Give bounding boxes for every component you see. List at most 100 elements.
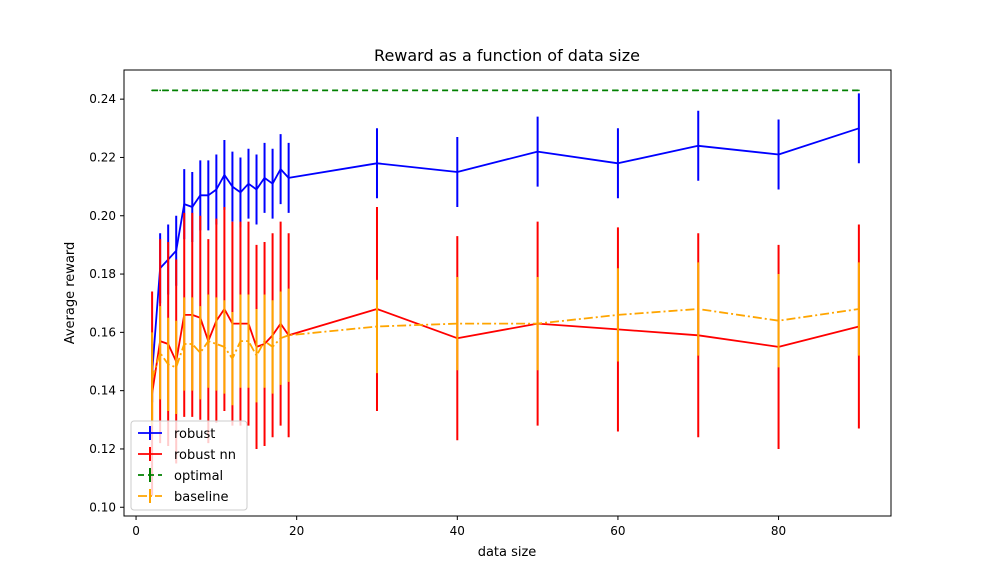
y-tick-label: 0.20 — [89, 209, 116, 223]
legend-label: baseline — [174, 490, 228, 505]
legend: robust robust nn optimal baseline — [130, 420, 248, 511]
series-baseline — [151, 262, 860, 426]
x-axis: 0 20 40 60 80 — [132, 516, 786, 538]
data-point — [777, 319, 780, 322]
data-point — [167, 89, 170, 92]
data-point — [857, 127, 860, 130]
data-point — [191, 206, 194, 208]
data-point — [199, 194, 202, 197]
data-point — [223, 346, 226, 348]
data-point — [247, 89, 250, 92]
legend-item: robust nn — [138, 447, 236, 463]
x-axis-label: data size — [478, 545, 537, 560]
y-tick-label: 0.16 — [89, 325, 116, 339]
data-point — [199, 351, 202, 354]
data-point — [376, 89, 378, 92]
data-point — [271, 89, 274, 92]
y-tick-label: 0.14 — [89, 384, 116, 398]
data-point — [247, 340, 250, 342]
data-point — [376, 162, 378, 165]
data-point — [271, 346, 274, 348]
data-point — [279, 168, 282, 171]
x-tick-label: 20 — [289, 524, 304, 538]
data-point — [175, 249, 178, 252]
data-point — [279, 89, 282, 92]
legend-box — [130, 420, 248, 511]
legend-label: robust — [174, 427, 215, 442]
data-point — [151, 378, 154, 380]
data-point — [199, 89, 202, 92]
data-point — [271, 182, 274, 185]
data-point — [777, 89, 780, 92]
data-point — [215, 188, 218, 191]
data-point — [456, 322, 459, 325]
data-point — [263, 89, 266, 92]
data-point — [456, 171, 459, 173]
data-point — [183, 89, 186, 92]
x-tick-label: 80 — [771, 524, 786, 538]
data-point — [239, 89, 242, 92]
data-point — [223, 174, 226, 176]
data-point — [255, 188, 258, 191]
series-line — [151, 127, 860, 374]
data-point — [231, 357, 234, 360]
x-tick-label: 40 — [450, 524, 465, 538]
legend-item: robust — [138, 426, 215, 442]
data-point — [151, 89, 154, 92]
series-optimal — [151, 89, 860, 92]
legend-item: baseline — [138, 489, 228, 505]
data-point — [255, 89, 258, 92]
axes-frame — [123, 69, 892, 517]
y-tick-label: 0.18 — [89, 267, 116, 281]
data-point — [617, 313, 619, 316]
data-point — [536, 89, 539, 92]
data-point — [857, 89, 860, 92]
data-point — [191, 343, 194, 345]
data-point — [207, 194, 210, 197]
data-point — [287, 334, 290, 337]
data-point — [223, 89, 226, 92]
data-point — [287, 176, 290, 179]
data-point — [175, 366, 178, 369]
data-point — [183, 203, 186, 205]
data-point — [191, 89, 194, 92]
data-point — [697, 89, 700, 92]
legend-item: optimal — [138, 468, 223, 484]
data-point — [617, 89, 619, 92]
x-tick-label: 0 — [132, 524, 140, 538]
data-point — [263, 340, 266, 342]
data-point — [175, 89, 178, 92]
data-point — [247, 182, 250, 185]
x-tick-label: 60 — [610, 524, 625, 538]
data-point — [231, 185, 234, 188]
legend-label: robust nn — [174, 448, 236, 463]
data-point — [857, 308, 860, 310]
data-point — [231, 89, 234, 92]
data-point — [456, 89, 459, 92]
data-point — [536, 150, 539, 153]
data-point — [255, 354, 258, 357]
data-point — [167, 363, 170, 366]
data-point — [287, 89, 290, 92]
data-point — [215, 89, 218, 92]
data-point — [279, 337, 282, 340]
data-point — [697, 144, 700, 147]
data-point — [376, 325, 378, 328]
data-point — [239, 340, 242, 342]
data-point — [215, 343, 218, 345]
data-point — [207, 89, 210, 92]
data-point — [263, 176, 266, 179]
data-point — [183, 343, 186, 345]
legend-label: optimal — [174, 469, 223, 484]
y-tick-label: 0.10 — [89, 500, 116, 514]
data-point — [777, 153, 780, 156]
chart-title: Reward as a function of data size — [374, 46, 640, 65]
data-point — [536, 322, 539, 325]
data-point — [207, 340, 210, 342]
y-axis: 0.10 0.12 0.14 0.16 0.18 0.20 0.22 0.24 — [89, 92, 124, 514]
y-axis-label: Average reward — [63, 242, 78, 345]
y-tick-label: 0.12 — [89, 442, 116, 456]
data-point — [617, 162, 619, 165]
data-point — [697, 308, 700, 310]
